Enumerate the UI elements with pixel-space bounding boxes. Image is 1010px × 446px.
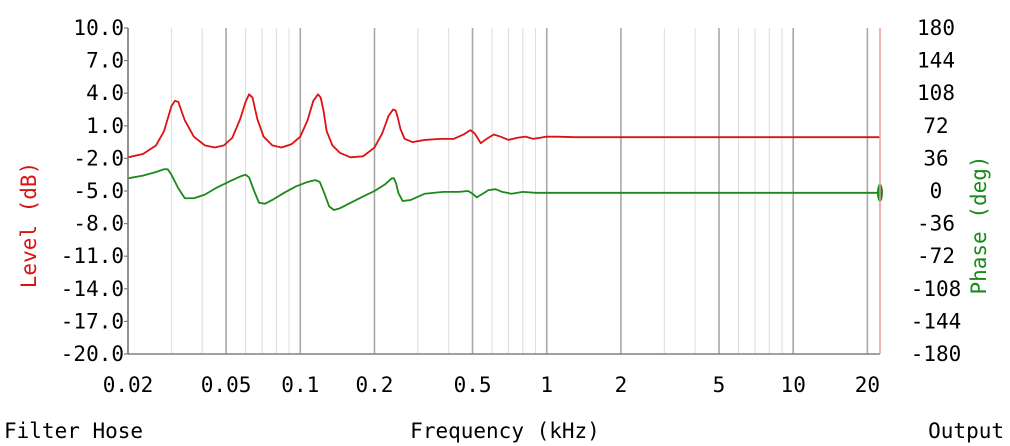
y-tick-label: -14.0 [61,277,124,301]
footer-right-label: Output [928,419,1004,443]
y2-tick-label: -144 [911,309,962,333]
y-tick-label: -8.0 [73,212,124,236]
x-tick-label: 0.05 [201,373,252,397]
y-tick-label: -2.0 [73,146,124,170]
y-axis-title-left: Level (dB) [17,162,41,288]
y2-tick-label: 36 [923,146,948,170]
y2-tick-label: -180 [911,342,962,366]
y-tick-label: 7.0 [86,49,124,73]
y-tick-label: -11.0 [61,244,124,268]
x-tick-label: 5 [713,373,726,397]
x-tick-label: 1 [540,373,553,397]
y-tick-label: -17.0 [61,309,124,333]
x-tick-label: 0.02 [103,373,154,397]
x-tick-label: 2 [615,373,628,397]
y2-tick-label: -72 [917,244,955,268]
x-tick-label: 0.2 [355,373,393,397]
tick-labels: 10.0 7.0 4.0 1.0 -2.0 -5.0 -8.0 -11.0 -14.0 -17.0… [61,16,962,397]
y-axis-title-right: Phase (deg) [967,155,991,294]
footer-left-label: Filter Hose [4,419,143,443]
y-tick-label: 10.0 [73,16,124,40]
y-tick-label: -5.0 [73,179,124,203]
y2-tick-label: 108 [917,81,955,105]
phase-series-line [127,168,880,211]
x-tick-label: 0.1 [281,373,319,397]
y2-tick-label: 0 [930,179,943,203]
x-tick-label: 0.5 [454,373,492,397]
y-tick-label: -20.0 [61,342,124,366]
x-axis-title: Frequency (kHz) [410,419,600,443]
y2-tick-label: 72 [923,114,948,138]
y2-tick-label: 180 [917,16,955,40]
plot-frame [127,28,881,355]
y2-tick-label: -36 [917,212,955,236]
grid [127,28,869,354]
level-series-line [127,93,880,159]
y2-tick-label: -108 [911,277,962,301]
x-tick-label: 20 [855,373,880,397]
y-tick-label: 4.0 [86,81,124,105]
y2-tick-label: 144 [917,49,955,73]
y-tick-label: 1.0 [86,114,124,138]
x-tick-label: 10 [781,373,806,397]
